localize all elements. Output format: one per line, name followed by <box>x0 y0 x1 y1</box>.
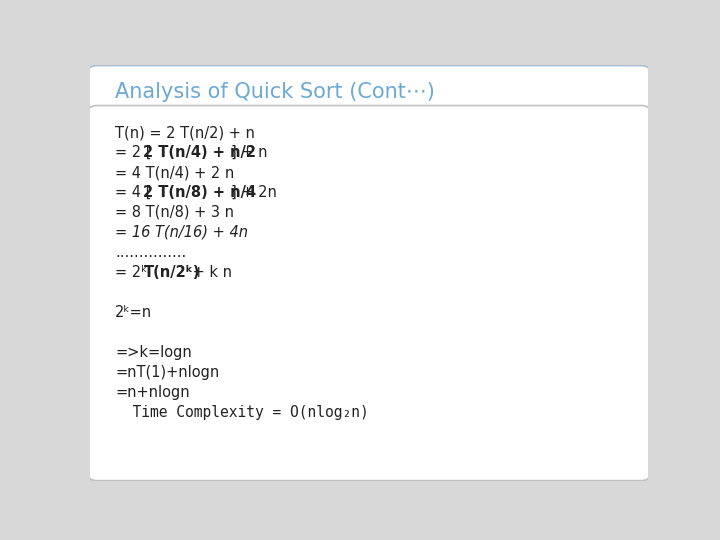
Text: = 2ᵏ: = 2ᵏ <box>115 265 152 280</box>
FancyBboxPatch shape <box>89 105 649 481</box>
Text: + k n: + k n <box>188 265 232 280</box>
Text: Time Complexity = O(nlog₂n): Time Complexity = O(nlog₂n) <box>115 404 369 420</box>
Text: 2ᵏ=n: 2ᵏ=n <box>115 305 152 320</box>
Text: ...............: ............... <box>115 245 186 260</box>
Text: = 8 T(n/8) + 3 n: = 8 T(n/8) + 3 n <box>115 205 234 220</box>
Text: T(n) = 2 T(n/2) + n: T(n) = 2 T(n/2) + n <box>115 125 255 140</box>
Text: =>k=logn: =>k=logn <box>115 345 192 360</box>
Text: ] + 2n: ] + 2n <box>231 185 277 200</box>
Text: = 4 T(n/4) + 2 n: = 4 T(n/4) + 2 n <box>115 165 235 180</box>
Text: = 4 [: = 4 [ <box>115 185 151 200</box>
Text: ] + n: ] + n <box>231 145 267 160</box>
Text: =nT(1)+nlogn: =nT(1)+nlogn <box>115 364 220 380</box>
Text: = 16 T(n/16) + 4n: = 16 T(n/16) + 4n <box>115 225 248 240</box>
Text: Analysis of Quick Sort (Cont⋯): Analysis of Quick Sort (Cont⋯) <box>115 82 435 102</box>
FancyBboxPatch shape <box>89 66 649 114</box>
Text: T(n/2ᵏ): T(n/2ᵏ) <box>144 265 200 280</box>
Text: =n+nlogn: =n+nlogn <box>115 384 190 400</box>
Text: 2 T(n/4) + n/2: 2 T(n/4) + n/2 <box>143 145 256 160</box>
Text: 2 T(n/8) + n/4: 2 T(n/8) + n/4 <box>143 185 256 200</box>
Text: = 2 [: = 2 [ <box>115 145 152 160</box>
